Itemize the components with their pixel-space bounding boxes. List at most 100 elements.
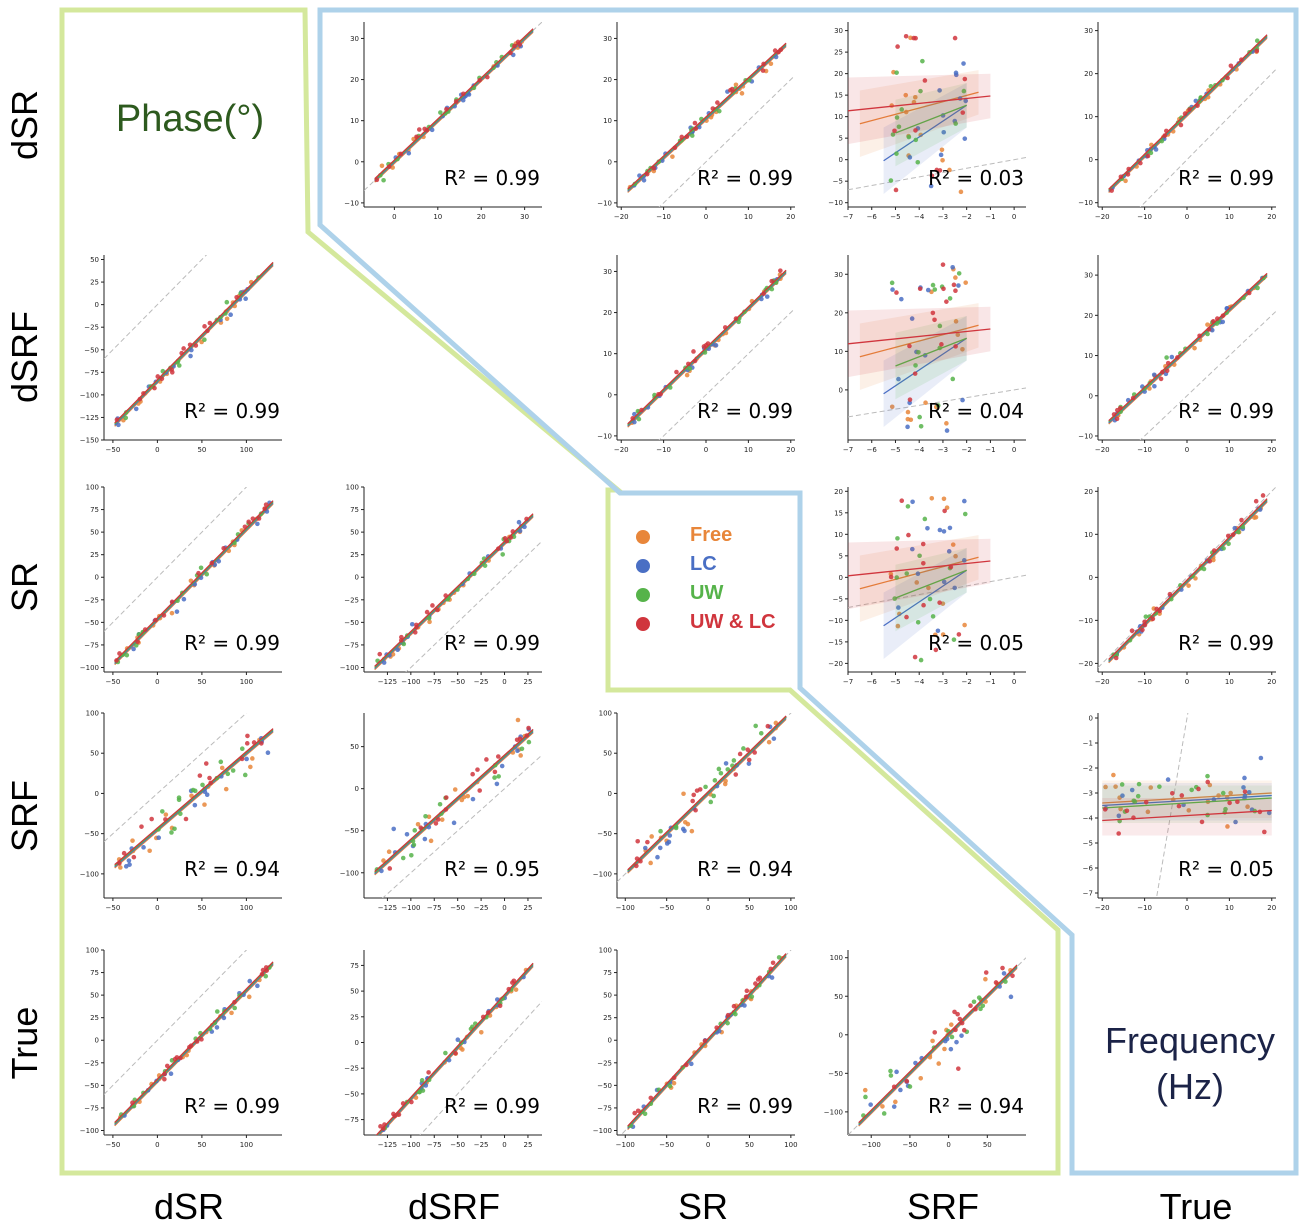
r-squared-label: R² = 0.99 — [1178, 631, 1274, 655]
point-free — [518, 753, 523, 758]
point-uw — [711, 793, 716, 799]
y-tick-label: 0 — [95, 301, 99, 309]
point-free — [913, 94, 918, 100]
point-lc — [423, 1083, 429, 1088]
point-uwlc — [475, 767, 480, 772]
fit-line-free — [858, 967, 1018, 1127]
point-uw — [1119, 782, 1125, 787]
fit-line-uw — [627, 43, 787, 191]
point-uwlc — [378, 1124, 383, 1129]
x-tick-label: −50 — [106, 446, 121, 454]
y-tick-label: −50 — [84, 1082, 99, 1090]
point-lc — [499, 763, 505, 769]
point-uw — [936, 403, 941, 408]
point-lc — [896, 605, 901, 610]
point-uw — [961, 88, 967, 94]
point-uw — [438, 110, 443, 115]
point-uwlc — [443, 807, 449, 812]
point-uw — [1261, 275, 1266, 281]
point-lc — [953, 70, 959, 76]
identity-line — [848, 574, 1026, 608]
point-uwlc — [386, 164, 392, 170]
point-uwlc — [942, 508, 947, 514]
point-uwlc — [956, 632, 962, 637]
point-uw — [736, 319, 741, 325]
y-tick-label: 20 — [603, 76, 612, 84]
point-lc — [937, 88, 942, 93]
point-uw — [1132, 799, 1138, 804]
point-lc — [632, 411, 637, 417]
point-uwlc — [477, 788, 482, 793]
x-tick-label: 20 — [477, 213, 486, 221]
x-tick-label: −5 — [890, 678, 900, 686]
point-lc — [682, 828, 687, 834]
x-tick-label: −20 — [1095, 446, 1110, 454]
point-free — [953, 275, 958, 280]
point-uwlc — [639, 407, 644, 413]
point-free — [684, 372, 690, 378]
point-uwlc — [648, 1095, 654, 1101]
point-uwlc — [161, 613, 167, 618]
point-lc — [723, 761, 729, 766]
y-tick-label: −5 — [833, 595, 843, 603]
point-lc — [406, 150, 412, 156]
point-free — [465, 793, 471, 799]
point-free — [379, 163, 385, 169]
plot-area — [364, 22, 542, 191]
point-lc — [391, 826, 397, 832]
y-tick-label: 5 — [839, 135, 843, 143]
fit-line-uwlc — [627, 42, 787, 190]
fit-line-free — [114, 731, 274, 869]
x-tick-label: 10 — [744, 446, 753, 454]
x-tick-label: 10 — [1225, 904, 1234, 912]
point-uw — [200, 782, 205, 788]
point-uw — [753, 723, 758, 729]
y-tick-label: −50 — [344, 619, 359, 627]
point-free — [768, 61, 774, 67]
point-uw — [930, 614, 936, 619]
y-tick-label: 0 — [355, 1039, 359, 1047]
point-lc — [689, 1061, 694, 1067]
point-uwlc — [183, 816, 189, 822]
point-uwlc — [194, 1039, 200, 1044]
point-lc — [771, 736, 777, 741]
point-uwlc — [725, 1012, 731, 1018]
x-tick-label: 0 — [1185, 904, 1189, 912]
x-tick-label: −50 — [659, 1141, 674, 1149]
point-uwlc — [1102, 807, 1108, 812]
point-lc — [657, 845, 663, 851]
point-lc — [890, 287, 895, 292]
x-tick-label: 25 — [523, 904, 532, 912]
x-tick-label: 50 — [745, 904, 754, 912]
panel-p2-0: −50 0 50 100 −100 −75 −50 −25 0 25 50 75 100 R² = 0.9… — [80, 484, 282, 686]
point-uwlc — [891, 1084, 897, 1090]
r-squared-label: R² = 0.05 — [1178, 857, 1274, 881]
point-uw — [888, 1073, 894, 1078]
point-uwlc — [922, 78, 928, 83]
point-lc — [116, 422, 121, 428]
point-lc — [952, 585, 957, 591]
point-uwlc — [1214, 316, 1220, 321]
y-tick-label: 50 — [350, 529, 359, 537]
point-uw — [918, 657, 924, 663]
point-uwlc — [508, 50, 513, 56]
point-uwlc — [710, 106, 716, 111]
point-free — [1145, 809, 1151, 815]
panel-p4-1: −125 −100 −75 −50 −25 0 25 −75 −50 −25 0 25 50 75 R² =… — [344, 950, 542, 1149]
phase-title: Phase(°) — [115, 98, 265, 140]
point-uwlc — [196, 570, 201, 576]
point-lc — [937, 527, 943, 533]
y-tick-label: 10 — [1084, 352, 1093, 360]
point-uwlc — [960, 110, 966, 115]
point-uwlc — [722, 325, 728, 330]
y-tick-label: −10 — [828, 199, 843, 207]
point-uwlc — [414, 625, 419, 630]
point-uw — [123, 415, 129, 421]
point-uwlc — [644, 171, 650, 177]
point-lc — [1151, 372, 1157, 378]
point-free — [927, 1054, 933, 1060]
x-tick-label: −3 — [938, 213, 948, 221]
point-lc — [759, 296, 764, 302]
point-uw — [741, 746, 746, 751]
